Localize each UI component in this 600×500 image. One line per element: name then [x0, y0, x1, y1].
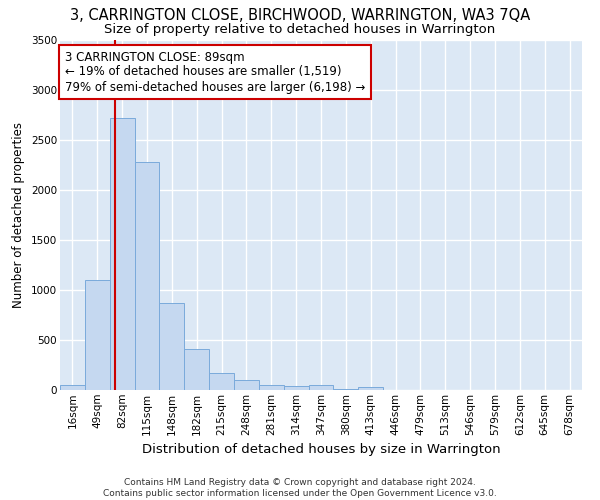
Bar [184, 348, 209, 390]
Bar [209, 372, 234, 390]
Bar [60, 384, 85, 390]
Bar [134, 162, 160, 390]
Text: Size of property relative to detached houses in Warrington: Size of property relative to detached ho… [104, 22, 496, 36]
Text: 3 CARRINGTON CLOSE: 89sqm
← 19% of detached houses are smaller (1,519)
79% of se: 3 CARRINGTON CLOSE: 89sqm ← 19% of detac… [65, 50, 365, 94]
Bar [308, 384, 334, 390]
Bar [234, 380, 259, 390]
Bar [284, 386, 308, 390]
Text: Contains HM Land Registry data © Crown copyright and database right 2024.
Contai: Contains HM Land Registry data © Crown c… [103, 478, 497, 498]
Bar [259, 384, 284, 390]
Bar [85, 280, 110, 390]
Bar [160, 303, 184, 390]
Bar [334, 389, 358, 390]
X-axis label: Distribution of detached houses by size in Warrington: Distribution of detached houses by size … [142, 443, 500, 456]
Bar [358, 387, 383, 390]
Bar [110, 118, 134, 390]
Text: 3, CARRINGTON CLOSE, BIRCHWOOD, WARRINGTON, WA3 7QA: 3, CARRINGTON CLOSE, BIRCHWOOD, WARRINGT… [70, 8, 530, 22]
Y-axis label: Number of detached properties: Number of detached properties [13, 122, 25, 308]
